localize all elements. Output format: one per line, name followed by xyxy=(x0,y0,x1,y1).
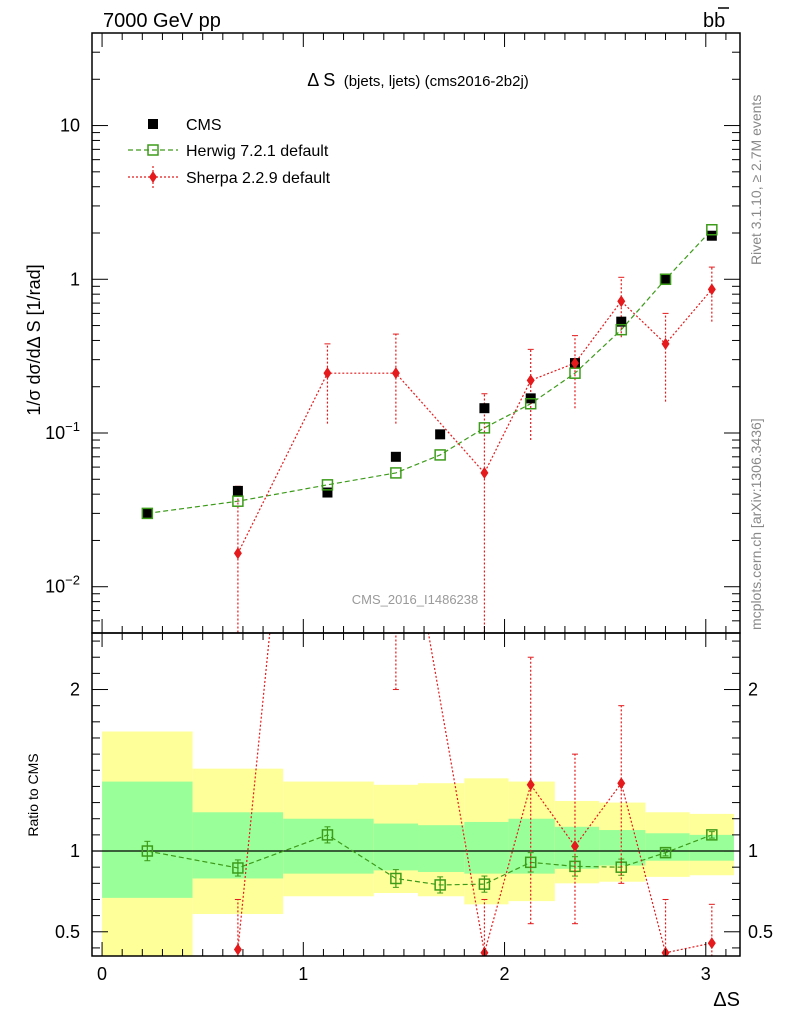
main-y-tick-base: 10 xyxy=(45,577,65,597)
green-band-bin xyxy=(599,830,646,866)
main-data-point xyxy=(434,449,446,461)
header-energy-label: 7000 GeV pp xyxy=(103,10,221,32)
main-data-point xyxy=(141,507,154,520)
ratio-panel-content xyxy=(141,54,718,956)
main-y-tick-base: 10 xyxy=(60,116,80,136)
main-data-point xyxy=(524,397,537,410)
main-panel-content xyxy=(141,223,718,633)
main-data-point xyxy=(480,466,489,479)
main-data-point xyxy=(617,295,626,308)
main-y-tick-label: 10−1 xyxy=(45,419,80,443)
main-data-point xyxy=(232,485,243,496)
legend: CMS Herwig 7.2.1 default Sherpa 2.2.9 defa… xyxy=(128,117,331,188)
main-data-point xyxy=(659,273,672,286)
main-y-axis-label: 1/σ dσ/dΔ S [1/rad] xyxy=(24,264,44,415)
ratio-data-point xyxy=(141,845,154,857)
main-data-point xyxy=(478,422,491,434)
x-tick-label: 3 xyxy=(701,964,711,984)
header-process-label: bb xyxy=(703,10,725,32)
main-y-tick-base: 10 xyxy=(45,423,65,443)
ratio-y-tick-label-right: 1 xyxy=(748,841,758,861)
main-title-main: Δ S xyxy=(307,70,335,90)
ratio-frame xyxy=(91,632,741,957)
main-data-point xyxy=(323,367,332,380)
green-band-bin xyxy=(102,781,193,898)
main-data-point xyxy=(435,429,446,440)
main-title: Δ S (bjets, ljets) (cms2016-2b2j) xyxy=(307,70,529,90)
main-y-tick-exp: −1 xyxy=(65,419,80,434)
x-tick-label: 2 xyxy=(500,964,510,984)
main-y-tick-exp: −2 xyxy=(65,573,80,588)
ratio-data-point xyxy=(232,862,244,874)
ratio-data-point xyxy=(321,829,334,841)
main-data-point xyxy=(706,223,718,236)
ratio-data-point xyxy=(526,778,535,791)
main-title-sub: (bjets, ljets) (cms2016-2b2j) xyxy=(344,73,529,90)
ratio-data-point xyxy=(390,872,402,885)
main-data-point xyxy=(615,323,628,336)
main-data-point xyxy=(616,316,627,327)
legend-label: CMS xyxy=(186,117,222,134)
green-band-bin xyxy=(373,823,419,871)
main-data-point xyxy=(233,547,242,560)
rivet-version-label: Rivet 3.1.10, ≥ 2.7M events xyxy=(748,95,764,265)
main-data-point xyxy=(526,374,535,387)
ratio-data-point xyxy=(478,878,491,890)
legend-label: Sherpa 2.2.9 default xyxy=(186,170,331,187)
main-data-point xyxy=(479,403,490,414)
ratio-data-point xyxy=(233,943,242,956)
legend-marker xyxy=(149,171,157,183)
main-data-point xyxy=(570,357,579,370)
legend-label: Herwig 7.2.1 default xyxy=(186,143,329,160)
ratio-data-point xyxy=(392,441,400,453)
main-data-point xyxy=(390,467,402,479)
ratio-data-point xyxy=(707,937,716,950)
ratio-y-tick-label-left: 1 xyxy=(70,841,80,861)
legend-marker xyxy=(147,144,159,156)
ratio-data-point xyxy=(570,840,579,853)
green-band-bin xyxy=(508,818,555,874)
x-tick-label: 0 xyxy=(97,964,107,984)
ratio-y-tick-label-right: 2 xyxy=(748,680,758,700)
green-band-bin xyxy=(689,834,734,861)
main-series-line xyxy=(237,288,713,554)
ratio-data-point xyxy=(323,54,331,66)
ratio-y-axis-label: Ratio to CMS xyxy=(25,753,41,836)
main-data-point xyxy=(142,508,153,519)
ratio-data-point xyxy=(434,879,446,891)
green-band-bin xyxy=(464,821,509,874)
ratio-uncertainty-bands xyxy=(92,731,740,956)
analysis-watermark: CMS_2016_I1486238 xyxy=(352,592,479,607)
ratio-series-line xyxy=(147,834,713,886)
main-data-point xyxy=(232,495,244,507)
main-data-point xyxy=(390,451,401,462)
main-data-point xyxy=(661,337,670,350)
main-y-tick-label: 10 xyxy=(60,116,80,136)
main-y-tick-label: 10−2 xyxy=(45,573,80,597)
ratio-y-tick-label-right: 0.5 xyxy=(748,922,773,942)
main-data-point xyxy=(391,367,400,380)
ratio-data-point xyxy=(706,829,718,841)
main-data-point xyxy=(322,487,333,498)
ratio-y-tick-label-left: 2 xyxy=(70,680,80,700)
green-band-bin xyxy=(418,825,465,873)
main-data-point xyxy=(706,230,717,241)
x-tick-label: 1 xyxy=(298,964,308,984)
main-y-tick-base: 1 xyxy=(70,269,80,289)
ratio-data-point xyxy=(659,846,672,859)
main-series-line xyxy=(147,229,713,514)
x-axis-label: ΔS xyxy=(713,989,740,1011)
main-data-point xyxy=(660,273,671,284)
ratio-data-point xyxy=(617,777,626,790)
main-y-tick-label: 1 xyxy=(70,269,80,289)
mcplots-label: mcplots.cern.ch [arXiv:1306.3436] xyxy=(748,418,764,630)
ratio-y-tick-label-left: 0.5 xyxy=(55,922,80,942)
legend-marker xyxy=(148,119,158,129)
main-data-point xyxy=(707,283,716,296)
main-data-point xyxy=(321,479,334,491)
